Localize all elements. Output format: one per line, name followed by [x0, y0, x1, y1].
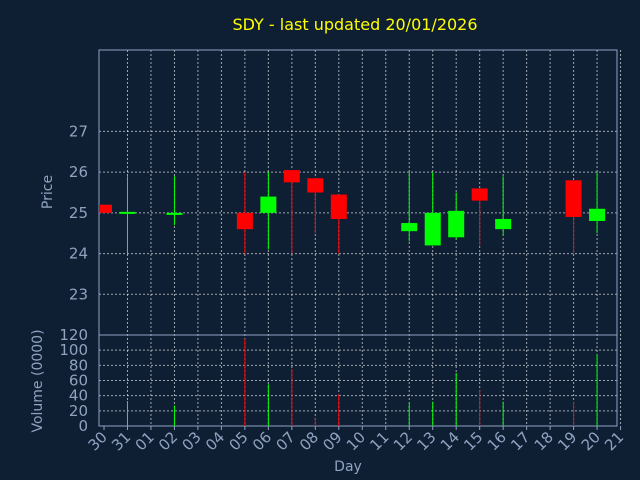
price-axis-label: Price	[40, 175, 56, 209]
x-tick-label: 18	[531, 428, 557, 454]
candle-body-16	[495, 218, 512, 230]
volume-tick-label: 100	[59, 341, 88, 359]
candle-body-08	[307, 178, 324, 193]
x-tick-label: 19	[554, 428, 580, 454]
candle-body-20	[589, 208, 606, 221]
x-tick-label: 13	[413, 428, 439, 454]
volume-tick-label: 20	[69, 402, 88, 420]
price-tick-label: 27	[69, 122, 88, 140]
x-tick-label: 17	[507, 428, 533, 454]
volume-tick-label: 40	[69, 387, 88, 405]
x-ticks: 3031010203040506070809101112131415161718…	[85, 426, 627, 454]
candle-body-02	[166, 212, 183, 215]
candle-body-13	[424, 212, 441, 246]
price-tick-label: 24	[69, 245, 88, 263]
volume-tick-label: 120	[59, 326, 88, 344]
candle-body-07	[283, 170, 300, 183]
x-tick-label: 09	[319, 428, 345, 454]
x-tick-label: 11	[366, 428, 392, 454]
price-tick-label: 23	[69, 285, 88, 303]
candle-body-14	[448, 210, 465, 238]
chart-title: SDY - last updated 20/01/2026	[232, 15, 477, 34]
x-tick-label: 20	[578, 428, 604, 454]
candles	[99, 170, 606, 254]
x-tick-label: 30	[85, 428, 111, 454]
candle-body-19	[565, 180, 582, 217]
volume-tick-label: 80	[69, 356, 88, 374]
volume-tick-label: 0	[78, 417, 88, 435]
price-tick-label: 26	[69, 163, 88, 181]
x-tick-label: 07	[272, 428, 298, 454]
x-tick-label: 03	[179, 428, 205, 454]
x-tick-label: 31	[108, 428, 134, 454]
price-y-ticks: 23 24 25 26 27	[69, 122, 88, 303]
volume-bars	[126, 338, 598, 426]
x-tick-label: 08	[296, 428, 322, 454]
x-tick-label: 16	[484, 428, 510, 454]
x-tick-label: 12	[390, 428, 416, 454]
x-tick-label: 05	[225, 428, 251, 454]
price-tick-label: 25	[69, 204, 88, 222]
volume-panel-frame	[98, 334, 618, 427]
price-panel-frame	[98, 49, 618, 336]
candle-body-12	[401, 223, 418, 232]
x-tick-label: 10	[343, 428, 369, 454]
candle-body-06	[260, 196, 277, 213]
volume-tick-label: 60	[69, 372, 88, 390]
candle-body-31	[119, 211, 136, 214]
volume-axis-label: Volume (0000)	[30, 329, 46, 432]
candle-body-15	[471, 188, 488, 201]
x-tick-label: 02	[155, 428, 181, 454]
x-tick-label: 01	[132, 428, 158, 454]
candle-body-30	[99, 204, 112, 213]
x-axis-label: Day	[334, 459, 362, 475]
x-tick-label: 06	[249, 428, 275, 454]
x-tick-label: 21	[601, 428, 627, 454]
candle-body-09	[330, 194, 347, 219]
x-tick-label: 14	[437, 428, 463, 454]
candle-body-05	[236, 212, 253, 230]
x-tick-label: 04	[202, 428, 228, 454]
grid	[99, 50, 622, 426]
x-tick-label: 15	[460, 428, 486, 454]
